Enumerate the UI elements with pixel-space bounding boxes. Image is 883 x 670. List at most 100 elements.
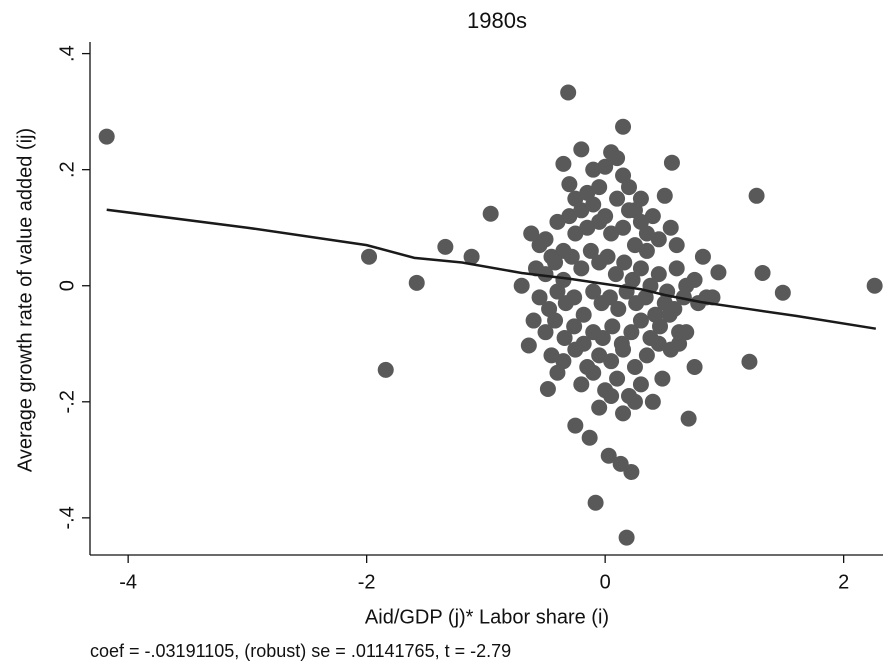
point <box>567 417 584 434</box>
point <box>587 494 604 511</box>
point <box>604 318 621 335</box>
point <box>675 289 692 306</box>
point <box>437 238 454 255</box>
point <box>482 205 499 222</box>
point <box>601 289 618 306</box>
point <box>668 237 685 254</box>
point <box>581 429 598 446</box>
x-tick-label: 2 <box>838 571 849 593</box>
point <box>654 370 671 387</box>
point <box>597 208 614 225</box>
y-tick-label: 0 <box>56 280 78 291</box>
point <box>549 213 566 230</box>
y-tick-label: .2 <box>56 161 78 178</box>
point <box>549 364 566 381</box>
point <box>98 128 115 145</box>
point <box>597 158 614 175</box>
point <box>650 231 667 248</box>
point <box>513 277 530 294</box>
point <box>609 190 626 207</box>
point <box>547 312 564 329</box>
point <box>537 266 554 283</box>
point <box>567 225 584 242</box>
y-axis-label: Average growth rate of value added (ij) <box>14 128 36 472</box>
point <box>632 376 649 393</box>
point <box>560 84 577 101</box>
point <box>626 358 643 375</box>
point <box>663 154 680 171</box>
point <box>566 289 583 306</box>
point <box>632 312 649 329</box>
point <box>600 447 617 464</box>
fit-line <box>106 208 877 330</box>
point <box>623 324 640 341</box>
point <box>561 176 578 193</box>
point <box>615 341 632 358</box>
point <box>582 242 599 259</box>
point <box>623 464 640 481</box>
point <box>616 254 633 271</box>
point <box>650 335 667 352</box>
point <box>561 208 578 225</box>
point <box>537 231 554 248</box>
point <box>543 347 560 364</box>
point <box>463 248 480 265</box>
point <box>662 219 679 236</box>
point <box>575 306 592 323</box>
x-axis-label: Aid/GDP (j)* Labor share (i) <box>365 606 609 628</box>
point <box>585 283 602 300</box>
point <box>748 187 765 204</box>
point <box>615 118 632 135</box>
point <box>615 219 632 236</box>
x-tick-label: -2 <box>358 571 376 593</box>
x-tick-label: -4 <box>119 571 137 593</box>
point <box>547 254 564 271</box>
point <box>662 341 679 358</box>
point <box>710 264 727 281</box>
point <box>610 300 627 317</box>
point <box>637 289 654 306</box>
point <box>626 237 643 254</box>
point <box>556 329 573 346</box>
point <box>686 358 703 375</box>
point <box>531 289 548 306</box>
x-tick-label: 0 <box>600 571 611 593</box>
point <box>525 312 542 329</box>
point <box>579 219 596 236</box>
point <box>603 387 620 404</box>
point <box>520 337 537 354</box>
point <box>591 347 608 364</box>
y-tick-label: -.4 <box>56 506 78 529</box>
point <box>566 318 583 335</box>
point <box>621 179 638 196</box>
point <box>866 277 883 294</box>
note: coef = -.03191105, (robust) se = .011417… <box>90 641 511 661</box>
point <box>661 306 678 323</box>
point <box>537 324 554 341</box>
point <box>678 324 695 341</box>
point <box>603 353 620 370</box>
point <box>609 150 626 167</box>
y-tick-label: .4 <box>56 45 78 62</box>
point <box>632 213 649 230</box>
point <box>656 187 673 204</box>
point <box>774 284 791 301</box>
point <box>591 179 608 196</box>
chart-title: 1980s <box>467 8 527 33</box>
point <box>594 329 611 346</box>
point <box>591 399 608 416</box>
y-tick-label: -.2 <box>56 390 78 413</box>
point <box>573 141 590 158</box>
point <box>621 202 638 219</box>
point <box>573 260 590 277</box>
point <box>599 248 616 265</box>
point <box>668 260 685 277</box>
point <box>563 248 580 265</box>
point <box>644 393 661 410</box>
point <box>361 248 378 265</box>
point <box>585 196 602 213</box>
point <box>626 393 643 410</box>
point <box>754 264 771 281</box>
point <box>690 295 707 312</box>
point <box>618 529 635 546</box>
